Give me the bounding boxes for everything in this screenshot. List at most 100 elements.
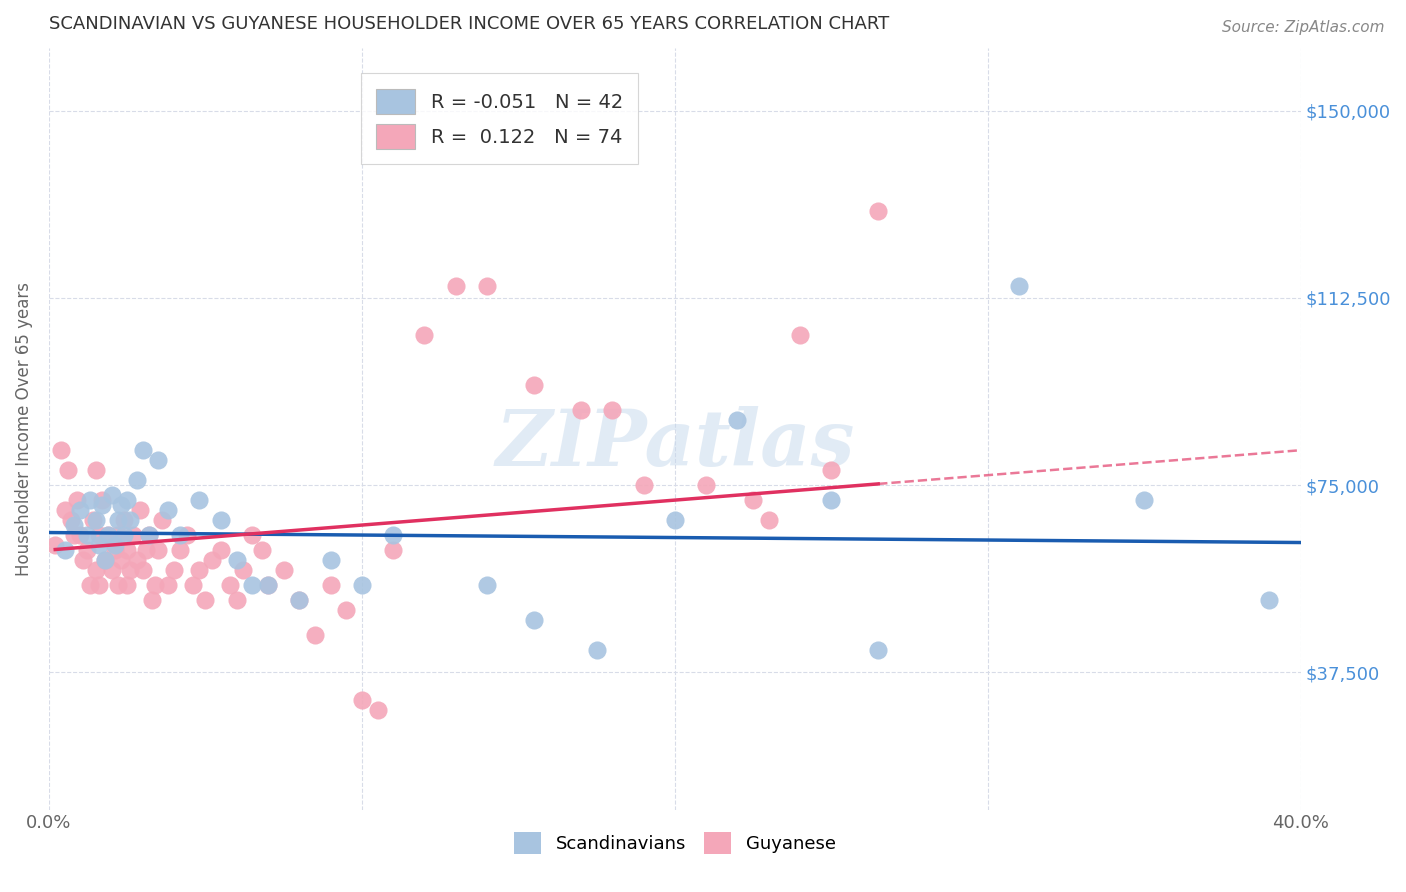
Point	[100, 563, 122, 577]
Point	[141, 593, 163, 607]
Point	[84, 463, 107, 477]
Point	[725, 413, 748, 427]
Point	[59, 513, 82, 527]
Point	[132, 443, 155, 458]
Point	[156, 578, 179, 592]
Point	[633, 478, 655, 492]
Point	[76, 528, 98, 542]
Point	[600, 403, 623, 417]
Point	[367, 703, 389, 717]
Point	[163, 563, 186, 577]
Point	[100, 488, 122, 502]
Point	[194, 593, 217, 607]
Point	[91, 493, 114, 508]
Point	[304, 628, 326, 642]
Legend: R = -0.051   N = 42, R =  0.122   N = 74: R = -0.051 N = 42, R = 0.122 N = 74	[361, 73, 638, 164]
Point	[44, 538, 66, 552]
Text: SCANDINAVIAN VS GUYANESE HOUSEHOLDER INCOME OVER 65 YEARS CORRELATION CHART: SCANDINAVIAN VS GUYANESE HOUSEHOLDER INC…	[49, 15, 889, 33]
Point	[868, 203, 890, 218]
Point	[319, 553, 342, 567]
Point	[335, 603, 357, 617]
Point	[72, 553, 94, 567]
Point	[125, 473, 148, 487]
Point	[820, 493, 842, 508]
Point	[444, 278, 467, 293]
Point	[148, 453, 170, 467]
Point	[475, 578, 498, 592]
Point	[1258, 593, 1281, 607]
Point	[66, 493, 89, 508]
Point	[87, 528, 110, 542]
Y-axis label: Householder Income Over 65 years: Householder Income Over 65 years	[15, 282, 32, 576]
Point	[257, 578, 280, 592]
Point	[79, 578, 101, 592]
Point	[76, 543, 98, 558]
Point	[135, 543, 157, 558]
Point	[250, 543, 273, 558]
Point	[110, 498, 132, 512]
Point	[138, 528, 160, 542]
Point	[132, 563, 155, 577]
Point	[288, 593, 311, 607]
Point	[79, 493, 101, 508]
Text: Source: ZipAtlas.com: Source: ZipAtlas.com	[1222, 20, 1385, 35]
Point	[69, 503, 91, 517]
Point	[219, 578, 242, 592]
Point	[209, 513, 232, 527]
Point	[148, 543, 170, 558]
Point	[51, 443, 73, 458]
Point	[115, 578, 138, 592]
Point	[112, 528, 135, 542]
Point	[53, 503, 76, 517]
Point	[350, 578, 373, 592]
Point	[94, 553, 117, 567]
Point	[169, 543, 191, 558]
Point	[523, 378, 546, 392]
Point	[382, 528, 405, 542]
Point	[115, 543, 138, 558]
Point	[225, 593, 247, 607]
Point	[758, 513, 780, 527]
Point	[695, 478, 717, 492]
Point	[122, 528, 145, 542]
Point	[868, 643, 890, 657]
Point	[107, 513, 129, 527]
Point	[138, 528, 160, 542]
Point	[169, 528, 191, 542]
Point	[150, 513, 173, 527]
Point	[413, 328, 436, 343]
Point	[145, 578, 167, 592]
Point	[82, 513, 104, 527]
Point	[273, 563, 295, 577]
Point	[350, 692, 373, 706]
Point	[382, 543, 405, 558]
Point	[104, 538, 127, 552]
Point	[120, 563, 142, 577]
Point	[820, 463, 842, 477]
Point	[240, 528, 263, 542]
Point	[523, 613, 546, 627]
Point	[569, 403, 592, 417]
Point	[84, 563, 107, 577]
Point	[585, 643, 607, 657]
Point	[319, 578, 342, 592]
Point	[288, 593, 311, 607]
Point	[120, 513, 142, 527]
Point	[257, 578, 280, 592]
Point	[63, 528, 86, 542]
Point	[742, 493, 765, 508]
Point	[176, 528, 198, 542]
Point	[107, 528, 129, 542]
Point	[115, 493, 138, 508]
Point	[87, 538, 110, 552]
Point	[201, 553, 224, 567]
Point	[240, 578, 263, 592]
Point	[789, 328, 811, 343]
Point	[475, 278, 498, 293]
Point	[128, 503, 150, 517]
Point	[94, 553, 117, 567]
Point	[97, 528, 120, 542]
Point	[84, 513, 107, 527]
Point	[1008, 278, 1031, 293]
Point	[1133, 493, 1156, 508]
